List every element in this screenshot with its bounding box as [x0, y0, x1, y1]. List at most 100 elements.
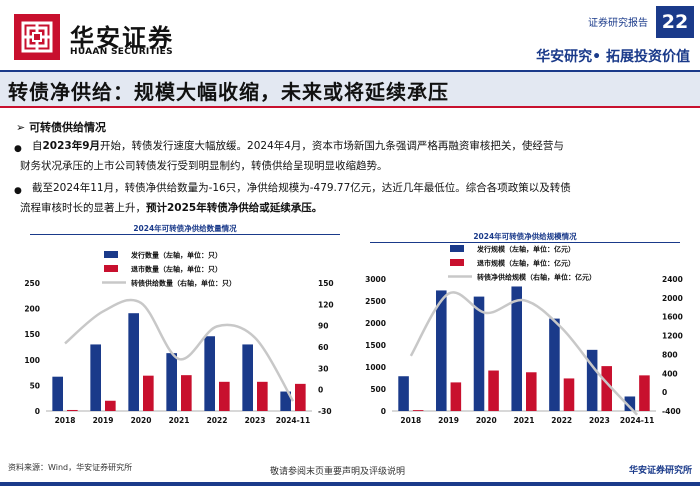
- y-left-tick-2: 1000: [365, 363, 386, 372]
- chart1-title-rule: [30, 234, 340, 235]
- bar-0-3: [166, 353, 177, 411]
- bar-1-5: [601, 366, 612, 411]
- legend-swatch-1: [104, 265, 118, 272]
- chart2-title: 2024年可转债净供给规模情况: [473, 232, 577, 241]
- y-left-tick-0: 0: [381, 407, 386, 416]
- y-left-tick-1: 50: [30, 381, 40, 390]
- y-left-tick-6: 3000: [365, 275, 386, 284]
- p1-line2: 财务状况承压的上市公司转债发行受到明显制约，转债供给呈现明显收缩趋势。: [20, 160, 388, 172]
- bar-1-3: [181, 375, 192, 411]
- y-right-tick-6: 2000: [662, 294, 683, 303]
- y-right-tick-5: 1600: [662, 313, 683, 322]
- p2-pre: 流程审核时长的显著上升，: [20, 202, 146, 214]
- footer-company: 华安证券研究所: [628, 466, 692, 476]
- report-type-label: 证券研究报告: [588, 18, 648, 29]
- y-left-tick-3: 150: [24, 330, 40, 339]
- y-left-tick-0: 0: [35, 407, 40, 416]
- y-right-tick-0: -400: [662, 407, 681, 416]
- bar-0-2: [128, 313, 139, 411]
- y-right-tick-2: 400: [662, 369, 678, 378]
- x-tick-3: 2021: [514, 416, 535, 425]
- p2-bold: 预计2025年转债净供给或延续承压。: [146, 202, 323, 214]
- bar-1-2: [488, 370, 499, 411]
- footer-disclaimer[interactable]: 敬请参阅末页重要声明及评级说明: [270, 467, 406, 477]
- x-tick-3: 2021: [169, 416, 190, 425]
- p1-pre: 自: [32, 140, 43, 152]
- y-right-tick-1: 0: [318, 386, 323, 395]
- page-title: 转债净供给：规模大幅收缩，未来或将延续承压: [8, 80, 449, 104]
- footer-source: 资料来源：Wind，华安证券研究所: [8, 463, 133, 472]
- bar-1-6: [295, 383, 306, 411]
- p2-line1: 截至2024年11月，转债净供给数量为-16只，净供给规模为-479.77亿元，…: [32, 182, 571, 194]
- x-tick-1: 2019: [438, 416, 459, 425]
- series-line-0: [64, 298, 295, 402]
- bar-0-6: [624, 396, 636, 411]
- chart-net-supply-count: 发行数量（左轴，单位：只） 退市数量（左轴，单位：只） 转债供给数量（右轴，单位：只…: [24, 251, 334, 426]
- y-left-tick-4: 200: [24, 305, 40, 314]
- bar-0-0: [398, 376, 409, 411]
- bar-0-1: [90, 344, 101, 411]
- y-right-tick-3: 800: [662, 350, 678, 359]
- bar-0-6: [280, 391, 291, 411]
- bar-1-3: [526, 372, 537, 411]
- x-tick-5: 2023: [245, 416, 266, 425]
- y-left-tick-2: 100: [24, 356, 40, 365]
- p1-bold: 2023年9月: [42, 140, 101, 152]
- x-tick-5: 2023: [589, 416, 610, 425]
- page-number: 22: [656, 6, 694, 38]
- x-tick-1: 2019: [93, 416, 114, 425]
- p1-post: 开始，转债发行速度大幅放缓。2024年4月，资本市场新国九条强调严格再融资审核把…: [100, 140, 564, 152]
- legend-swatch-0: [450, 245, 464, 252]
- y-left-tick-1: 500: [370, 385, 386, 394]
- y-right-tick-4: 90: [318, 322, 328, 331]
- bar-1-0: [67, 409, 78, 411]
- title-bar: [0, 72, 700, 108]
- header-divider: [0, 70, 700, 72]
- bullet-dot-icon: ●: [14, 186, 22, 196]
- bar-0-1: [436, 290, 447, 411]
- bar-0-2: [473, 296, 485, 411]
- footer-bar: [0, 482, 700, 486]
- legend-swatch-1: [450, 259, 464, 266]
- x-tick-4: 2022: [551, 416, 572, 425]
- x-tick-0: 2018: [55, 416, 76, 425]
- legend-label-1: 退市数量（左轴，单位：只）: [131, 265, 222, 274]
- bar-1-1: [105, 400, 116, 411]
- x-tick-2: 2020: [476, 416, 497, 425]
- company-name-cn: 华安证券: [70, 23, 174, 52]
- y-left-tick-4: 2000: [365, 319, 386, 328]
- y-right-tick-2: 30: [318, 364, 328, 373]
- y-right-tick-0: -30: [318, 407, 332, 416]
- y-right-tick-4: 1200: [662, 332, 683, 341]
- bar-1-6: [639, 375, 650, 411]
- legend-label-0: 发行规模（左轴，单位：亿元）: [476, 245, 575, 254]
- x-tick-6: 2024-11: [276, 416, 310, 425]
- bullet-dot-icon: ●: [14, 144, 22, 154]
- chart1-title: 2024年可转债净供给数量情况: [133, 224, 237, 233]
- bar-0-3: [511, 286, 522, 411]
- y-right-tick-6: 150: [318, 279, 334, 288]
- bar-1-1: [450, 382, 462, 411]
- company-logo-icon: [14, 14, 60, 60]
- bar-1-5: [257, 381, 268, 411]
- bar-0-4: [549, 318, 560, 411]
- x-tick-0: 2018: [400, 416, 421, 425]
- legend-label-2: 转债净供给规模（右轴，单位：亿元）: [477, 273, 596, 282]
- section-heading: ➢ 可转债供给情况: [16, 119, 106, 135]
- section-heading-text: 可转债供给情况: [29, 121, 107, 134]
- legend-label-2: 转债供给数量（右轴，单位：只）: [131, 279, 236, 288]
- bar-0-4: [204, 336, 215, 411]
- x-tick-4: 2022: [207, 416, 228, 425]
- bar-1-2: [143, 375, 154, 411]
- y-left-tick-5: 2500: [365, 297, 386, 306]
- bar-1-4: [219, 381, 230, 411]
- arrow-marker-icon: ➢: [16, 121, 26, 134]
- y-left-tick-5: 250: [24, 279, 40, 288]
- bar-0-5: [586, 349, 598, 411]
- paragraph-2: 截至2024年11月，转债净供给数量为-16只，净供给规模为-479.77亿元，…: [20, 178, 692, 218]
- legend-label-1: 退市规模（左轴，单位：亿元）: [477, 259, 575, 268]
- paragraph-1: 自2023年9月开始，转债发行速度大幅放缓。2024年4月，资本市场新国九条强调…: [20, 136, 692, 176]
- bar-0-0: [52, 376, 63, 411]
- bar-0-5: [242, 344, 253, 411]
- x-tick-6: 2024-11: [620, 416, 654, 425]
